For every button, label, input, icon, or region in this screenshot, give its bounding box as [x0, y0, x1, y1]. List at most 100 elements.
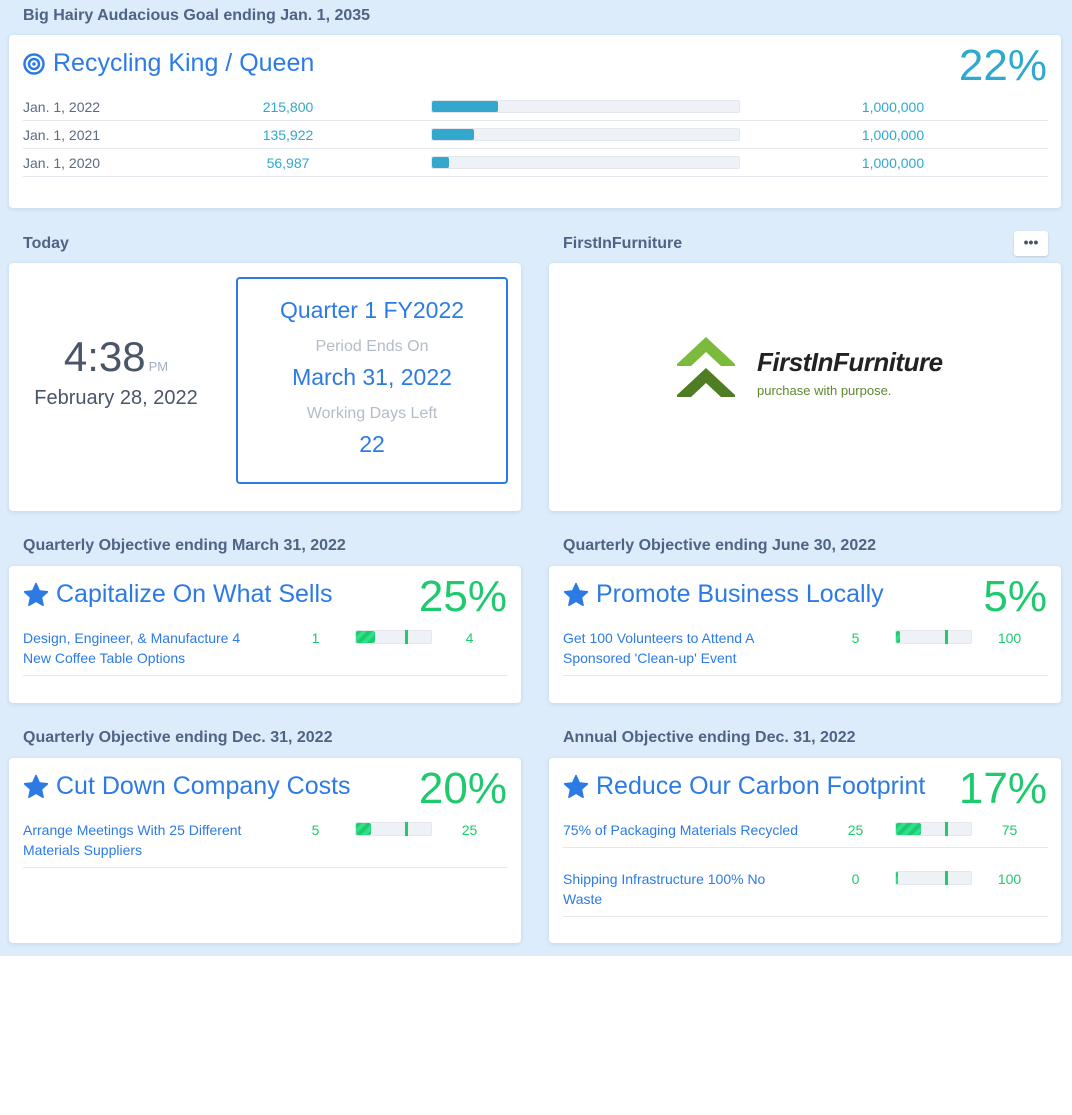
- logo-name: FirstInFurniture: [757, 347, 943, 377]
- key-result-current: 1: [311, 630, 320, 646]
- progress-bar: [431, 156, 740, 169]
- objective-percent: 20%: [418, 764, 507, 813]
- company-section-title: FirstInFurniture: [563, 235, 683, 252]
- key-result-target: 100: [997, 630, 1022, 646]
- row-date: Jan. 1, 2020: [23, 155, 101, 171]
- quarter-box: Quarter 1 FY2022 Period Ends On March 31…: [236, 277, 508, 484]
- row-value: 215,800: [262, 99, 314, 115]
- progress-bar: [431, 128, 740, 141]
- objective-title-text: Reduce Our Carbon Footprint: [596, 772, 926, 800]
- key-result-progress-bar: [895, 822, 972, 836]
- objective-title[interactable]: Reduce Our Carbon Footprint: [563, 772, 925, 801]
- key-result-progress-bar: [355, 822, 432, 836]
- objective-percent: 17%: [958, 764, 1047, 813]
- row-target: 1,000,000: [861, 155, 925, 171]
- key-result-current: 5: [311, 822, 320, 838]
- objective-card: Reduce Our Carbon Footprint 17% 75% of Pac…: [549, 758, 1061, 943]
- more-options-button[interactable]: •••: [1014, 231, 1048, 256]
- objective-card: Cut Down Company Costs 20% Arrange Meeting…: [9, 758, 521, 943]
- objective-title-text: Capitalize On What Sells: [56, 580, 333, 608]
- logo-tagline: purchase with purpose.: [757, 383, 892, 398]
- objective-section-title: Quarterly Objective ending June 30, 2022: [563, 537, 877, 554]
- progress-bar: [431, 100, 740, 113]
- key-result-link[interactable]: Get 100 Volunteers to Attend A Sponsored…: [563, 630, 754, 666]
- star-icon: [23, 582, 49, 606]
- goal-section-title: Big Hairy Audacious Goal ending Jan. 1, …: [23, 7, 371, 24]
- key-result-progress-bar: [895, 630, 972, 644]
- goal-card: Recycling King / Queen 22% Jan. 1, 2022 2…: [9, 35, 1061, 208]
- row-date: Jan. 1, 2022: [23, 99, 101, 115]
- objective-percent: 5%: [983, 572, 1047, 621]
- star-icon: [563, 774, 589, 798]
- period-ends-label: Period Ends On: [315, 338, 429, 355]
- objective-section-title: Quarterly Objective ending Dec. 31, 2022: [23, 729, 333, 746]
- today-card: 4:38 PM February 28, 2022 Quarter 1 FY202…: [9, 263, 521, 511]
- expected-progress-marker: [945, 871, 949, 885]
- expected-progress-marker: [405, 630, 409, 644]
- key-result-current: 25: [847, 822, 864, 838]
- goal-history-row: Jan. 1, 2020 56,987 1,000,000: [23, 149, 1048, 177]
- clock-ampm: PM: [148, 359, 169, 374]
- goal-history-row: Jan. 1, 2022 215,800 1,000,000: [23, 93, 1048, 121]
- objective-title[interactable]: Capitalize On What Sells: [23, 580, 333, 609]
- expected-progress-marker: [945, 630, 949, 644]
- star-icon: [23, 774, 49, 798]
- objective-title[interactable]: Promote Business Locally: [563, 580, 884, 609]
- key-result-row: Get 100 Volunteers to Attend A Sponsored…: [563, 628, 1048, 676]
- goal-history-row: Jan. 1, 2021 135,922 1,000,000: [23, 121, 1048, 149]
- key-result-row: 75% of Packaging Materials Recycled 25 75: [563, 820, 1048, 848]
- company-card: FirstInFurniture purchase with purpose.: [549, 263, 1061, 511]
- key-result-link[interactable]: 75% of Packaging Materials Recycled: [563, 822, 799, 838]
- key-result-link[interactable]: Design, Engineer, & Manufacture 4 New Co…: [23, 630, 241, 666]
- progress-fill: [432, 129, 474, 140]
- dashboard: Big Hairy Audacious Goal ending Jan. 1, …: [0, 0, 1072, 956]
- key-result-row: Design, Engineer, & Manufacture 4 New Co…: [23, 628, 508, 676]
- key-result-target: 75: [1001, 822, 1018, 838]
- goal-title-text: Recycling King / Queen: [53, 49, 315, 77]
- objective-title-text: Cut Down Company Costs: [56, 772, 351, 800]
- key-result-progress-bar: [355, 630, 432, 644]
- objective-percent: 25%: [418, 572, 507, 621]
- star-icon: [563, 582, 589, 606]
- key-result-current: 5: [851, 630, 860, 646]
- company-logo: FirstInFurniture purchase with purpose.: [677, 337, 943, 404]
- target-icon: [23, 52, 45, 75]
- key-result-progress-fill: [896, 631, 900, 643]
- key-result-progress-fill: [356, 823, 371, 835]
- goal-title[interactable]: Recycling King / Queen: [23, 49, 314, 78]
- progress-fill: [432, 101, 499, 112]
- objective-title[interactable]: Cut Down Company Costs: [23, 772, 351, 801]
- objective-card: Capitalize On What Sells 25% Design, Engin…: [9, 566, 521, 703]
- clock: 4:38 PM February 28, 2022: [9, 333, 223, 410]
- row-date: Jan. 1, 2021: [23, 127, 101, 143]
- objective-section-title: Annual Objective ending Dec. 31, 2022: [563, 729, 856, 746]
- working-days-label: Working Days Left: [306, 405, 438, 422]
- expected-progress-marker: [405, 822, 409, 836]
- key-result-target: 100: [997, 871, 1022, 887]
- objective-title-text: Promote Business Locally: [596, 580, 884, 608]
- key-result-target: 25: [461, 822, 478, 838]
- key-result-progress-fill: [356, 631, 375, 643]
- key-result-current: 0: [851, 871, 860, 887]
- working-days-left: 22: [359, 431, 385, 457]
- key-result-progress-fill: [896, 872, 898, 884]
- row-target: 1,000,000: [861, 99, 925, 115]
- objective-section-title: Quarterly Objective ending March 31, 202…: [23, 537, 346, 554]
- key-result-progress-fill: [896, 823, 921, 835]
- goal-percent: 22%: [958, 41, 1047, 90]
- expected-progress-marker: [945, 822, 949, 836]
- clock-time: 4:38: [63, 333, 146, 380]
- key-result-progress-bar: [895, 871, 972, 885]
- today-section-title: Today: [23, 235, 69, 252]
- key-result-target: 4: [465, 630, 474, 646]
- row-target: 1,000,000: [861, 127, 925, 143]
- chevron-logo-icon: [677, 337, 735, 397]
- objective-card: Promote Business Locally 5% Get 100 Volunt…: [549, 566, 1061, 703]
- row-value: 135,922: [262, 127, 314, 143]
- row-value: 56,987: [266, 155, 310, 171]
- quarter-label: Quarter 1 FY2022: [279, 297, 465, 323]
- key-result-row: Shipping Infrastructure 100% No Waste 0 10…: [563, 869, 1048, 917]
- key-result-link[interactable]: Shipping Infrastructure 100% No Waste: [563, 871, 766, 907]
- key-result-link[interactable]: Arrange Meetings With 25 Different Mater…: [23, 822, 242, 858]
- period-end-date: March 31, 2022: [292, 364, 452, 390]
